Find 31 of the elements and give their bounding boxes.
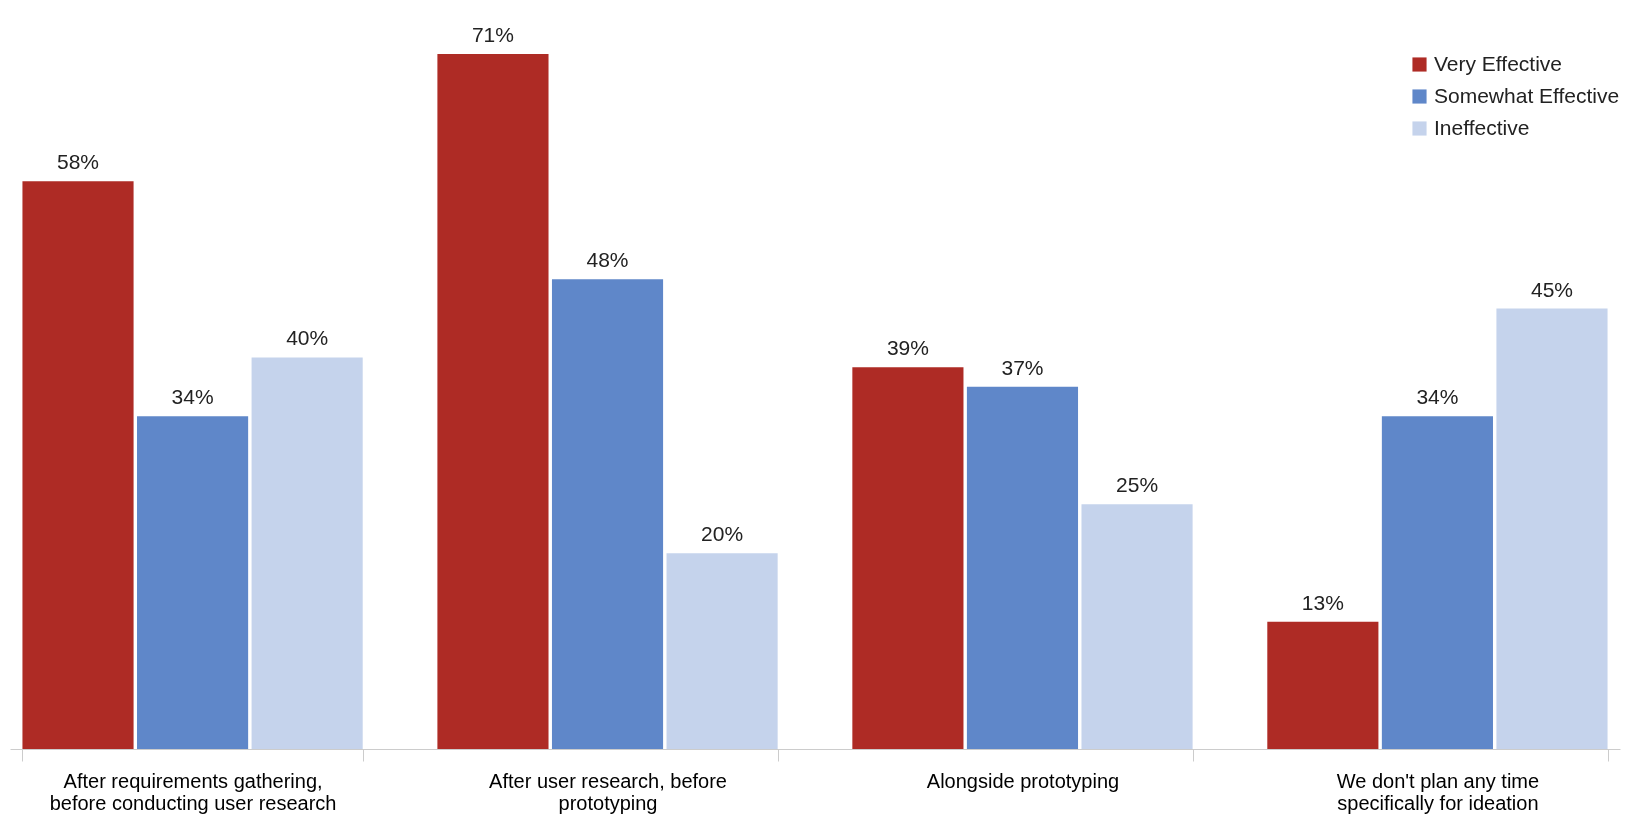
bar — [22, 181, 134, 749]
data-label: 34% — [171, 385, 214, 409]
bar — [852, 367, 964, 749]
data-label: 13% — [1301, 590, 1344, 614]
x-tick-label: Alongside prototyping — [926, 769, 1120, 792]
x-tick-label: We don't plan any time specifically for ideation — [1336, 769, 1540, 814]
x-tick-label: After requirements gathering, before conducting user research — [49, 769, 337, 814]
bar — [1381, 416, 1493, 749]
bar — [1081, 504, 1193, 749]
data-label: 58% — [57, 150, 100, 174]
legend-label: Ineffective — [1434, 115, 1530, 139]
legend-label: Very Effective — [1434, 51, 1563, 75]
x-tick-label: After user research, before prototyping — [489, 769, 727, 814]
bar — [966, 386, 1079, 749]
data-label: 34% — [1416, 385, 1459, 409]
data-label: 48% — [586, 248, 629, 272]
bar — [137, 416, 249, 749]
data-label: 20% — [701, 522, 744, 546]
bar — [437, 54, 549, 749]
legend-label: Somewhat Effective — [1434, 83, 1620, 107]
data-label: 39% — [886, 336, 929, 360]
bar — [251, 357, 363, 749]
data-label: 40% — [286, 326, 329, 350]
bar — [551, 279, 664, 749]
data-label: 25% — [1116, 473, 1159, 497]
bar — [1267, 621, 1379, 749]
data-label: 45% — [1530, 277, 1573, 301]
data-label: 71% — [471, 23, 514, 46]
data-label: 37% — [1001, 355, 1044, 379]
bar — [666, 553, 778, 749]
bar — [1496, 308, 1608, 749]
